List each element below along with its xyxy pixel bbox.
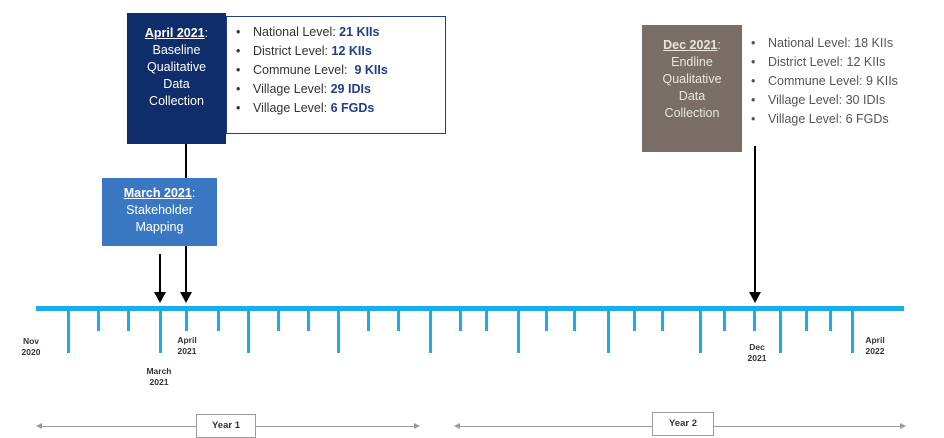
item-label: District Level: (253, 44, 332, 58)
item-label: National Level: (253, 25, 340, 39)
stakeholder-date: March 2021 (123, 186, 192, 200)
timeline-tick (779, 311, 782, 353)
timeline-tick (633, 311, 636, 331)
endline-item: Village Level: 6 FGDs (742, 110, 944, 129)
timeline-tick (247, 311, 250, 353)
baseline-item: Village Level: 6 FGDs (227, 99, 445, 118)
endline-arrowhead (749, 292, 761, 303)
timeline-tick (753, 311, 756, 331)
timeline-tick (127, 311, 130, 331)
item-value: 29 IDIs (330, 82, 371, 96)
label-dec-2021: Dec 2021 (747, 342, 767, 363)
endline-item: District Level: 12 KIIs (742, 53, 944, 72)
endline-item: Village Level: 30 IDIs (742, 91, 944, 110)
timeline-tick (159, 311, 162, 353)
baseline-connector (185, 144, 187, 178)
year2-right-arrow (900, 423, 906, 429)
item-label: Village Level: (253, 101, 331, 115)
march-arrow-line (159, 254, 161, 294)
item-value: 18 KIIs (854, 36, 894, 50)
timeline-tick (805, 311, 808, 331)
item-label: Commune Level: (253, 63, 355, 77)
endline-list: National Level: 18 KIIsDistrict Level: 1… (742, 28, 944, 146)
item-value: 9 KIIs (865, 74, 898, 88)
item-value: 6 FGDs (330, 101, 375, 115)
item-value: 21 KIIs (339, 25, 380, 39)
endline-arrow-line (754, 146, 756, 294)
timeline-tick (699, 311, 702, 353)
timeline-tick (217, 311, 220, 331)
item-label: Village Level: (768, 93, 846, 107)
timeline-tick (307, 311, 310, 331)
year2-label: Year 2 (652, 412, 714, 436)
year1-right-arrow (414, 423, 420, 429)
timeline-tick (185, 311, 188, 331)
item-label: National Level: (768, 36, 855, 50)
timeline-bar (36, 306, 904, 311)
baseline-item: Village Level: 29 IDIs (227, 80, 445, 99)
timeline-tick (67, 311, 70, 353)
baseline-title: Baseline Qualitative Data Collection (146, 43, 207, 108)
baseline-box: April 2021: Baseline Qualitative Data Co… (127, 13, 226, 144)
year2-left-arrow (454, 423, 460, 429)
timeline-tick (573, 311, 576, 331)
timeline-tick (723, 311, 726, 331)
item-label: District Level: (768, 55, 847, 69)
timeline-tick (517, 311, 520, 353)
timeline-tick (485, 311, 488, 331)
baseline-item: District Level: 12 KIIs (227, 42, 445, 61)
timeline-tick (97, 311, 100, 331)
baseline-item: National Level: 21 KIIs (227, 23, 445, 42)
stakeholder-box: March 2021: Stakeholder Mapping (102, 178, 217, 246)
timeline-tick (367, 311, 370, 331)
year1-label: Year 1 (196, 414, 256, 438)
item-label: Commune Level: (768, 74, 866, 88)
year1-left-arrow (36, 423, 42, 429)
stakeholder-title: Stakeholder Mapping (126, 203, 193, 234)
endline-item: National Level: 18 KIIs (742, 34, 944, 53)
item-value: 12 KIIs (846, 55, 886, 69)
item-value: 9 KIIs (354, 63, 388, 77)
april-arrowhead (180, 292, 192, 303)
endline-box: Dec 2021: Endline Qualitative Data Colle… (642, 25, 742, 152)
timeline-tick (545, 311, 548, 331)
timeline-tick (661, 311, 664, 331)
baseline-item: Commune Level: 9 KIIs (227, 61, 445, 80)
april-arrow-line (185, 246, 187, 294)
timeline-tick (851, 311, 854, 353)
timeline-tick (459, 311, 462, 331)
endline-date: Dec 2021 (663, 38, 718, 52)
baseline-date: April 2021 (144, 26, 205, 40)
item-label: Village Level: (253, 82, 331, 96)
timeline-tick (397, 311, 400, 331)
baseline-list: National Level: 21 KIIsDistrict Level: 1… (226, 16, 446, 134)
label-april-2021: April 2021 (177, 335, 197, 356)
timeline-tick (277, 311, 280, 331)
label-march-2021: March 2021 (146, 366, 172, 387)
item-value: 6 FGDs (845, 112, 889, 126)
endline-item: Commune Level: 9 KIIs (742, 72, 944, 91)
timeline-tick (429, 311, 432, 353)
march-arrowhead (154, 292, 166, 303)
item-value: 12 KIIs (331, 44, 372, 58)
timeline-tick (607, 311, 610, 353)
item-label: Village Level: (768, 112, 846, 126)
endline-title: Endline Qualitative Data Collection (662, 55, 722, 120)
label-nov-2020: Nov 2020 (21, 336, 41, 357)
label-april-2022: April 2022 (865, 335, 885, 356)
timeline-tick (337, 311, 340, 353)
item-value: 30 IDIs (845, 93, 886, 107)
timeline-tick (829, 311, 832, 331)
